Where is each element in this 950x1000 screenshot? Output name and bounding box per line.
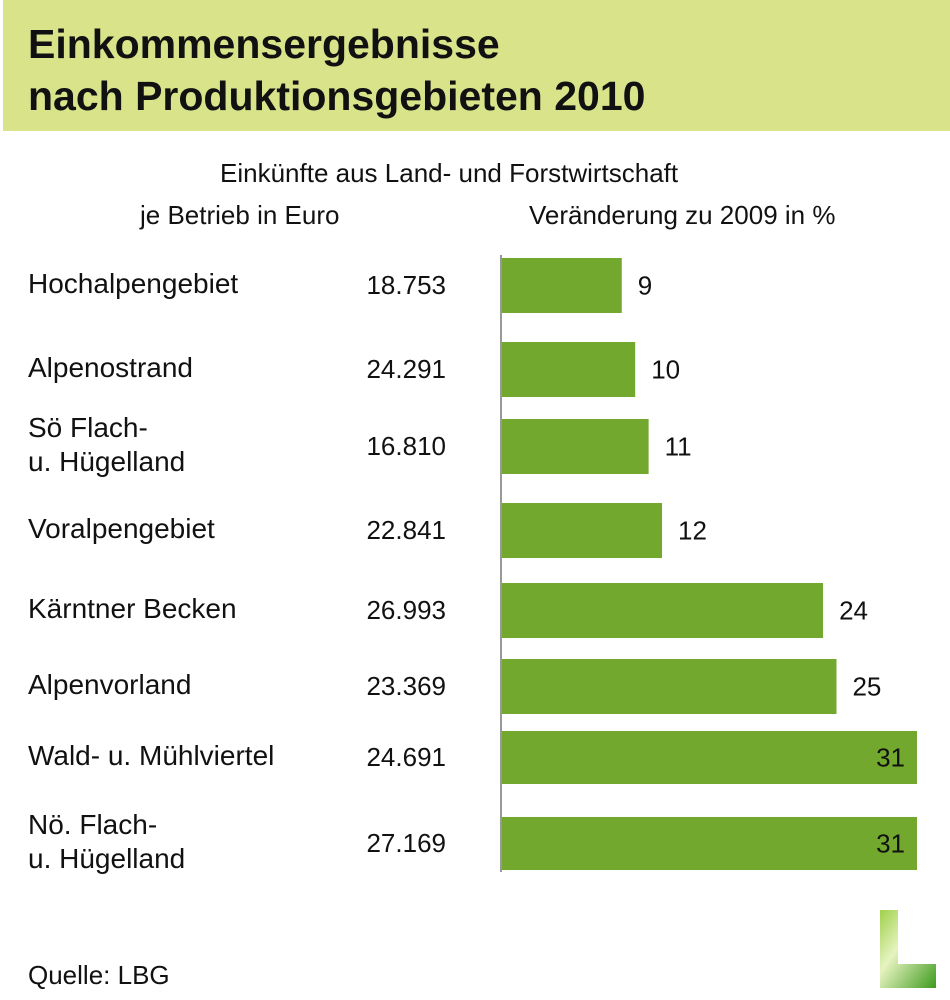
category-label-line: Voralpengebiet xyxy=(28,512,215,544)
bar xyxy=(502,342,636,397)
bar xyxy=(502,817,917,870)
category-label-line: u. Hügelland xyxy=(28,842,186,874)
title-band xyxy=(3,0,950,131)
category-label: Sö Flach-u. Hügelland xyxy=(28,411,185,479)
bar-value-label: 24 xyxy=(839,596,868,626)
bar xyxy=(502,419,649,474)
income-value: 24.291 xyxy=(366,353,446,384)
bar xyxy=(502,258,622,313)
category-label-line: u. Hügelland xyxy=(28,445,186,477)
bar-value-label: 11 xyxy=(665,432,692,462)
income-value: 18.753 xyxy=(366,269,446,300)
category-label: Alpenostrand xyxy=(28,351,193,385)
category-label-line: Sö Flach- xyxy=(28,411,148,443)
source-note: Quelle: LBG xyxy=(28,960,170,990)
bar xyxy=(502,731,917,784)
income-value: 26.993 xyxy=(366,594,446,625)
category-label: Nö. Flach-u. Hügelland xyxy=(28,808,185,876)
chart-title: Einkommensergebnisse nach Produktionsgebi… xyxy=(28,21,646,119)
category-label: Alpenvorland xyxy=(28,668,191,702)
category-label-line: Nö. Flach- xyxy=(28,808,158,840)
bar-value-label: 10 xyxy=(651,355,680,385)
income-value: 23.369 xyxy=(366,670,446,701)
category-label-line: Kärntner Becken xyxy=(28,592,237,624)
bar xyxy=(502,659,837,714)
bar-value-label: 25 xyxy=(852,672,881,702)
category-label: Hochalpengebiet xyxy=(28,267,238,301)
bar xyxy=(502,583,824,638)
logo-l-icon xyxy=(880,910,936,988)
income-value: 24.691 xyxy=(366,741,446,772)
category-label: Kärntner Becken xyxy=(28,592,237,626)
category-label: Wald- u. Mühlviertel xyxy=(28,739,274,773)
bar-value-label: 31 xyxy=(876,829,905,859)
income-value: 16.810 xyxy=(366,430,446,461)
change-column-header: Veränderung zu 2009 in % xyxy=(529,200,836,230)
income-value: 22.841 xyxy=(366,514,446,545)
chart-subtitle: Einkünfte aus Land- und Forstwirtschaft xyxy=(220,158,679,188)
bar-value-label: 12 xyxy=(678,516,707,546)
income-column-header: je Betrieb in Euro xyxy=(140,200,340,230)
bar-value-label: 9 xyxy=(638,271,652,301)
bar-value-label: 31 xyxy=(876,743,905,773)
category-label-line: Alpenvorland xyxy=(28,668,192,700)
bar xyxy=(502,503,663,558)
category-label-line: Hochalpengebiet xyxy=(28,267,239,299)
category-label-line: Alpenostrand xyxy=(28,351,194,383)
income-value: 27.169 xyxy=(366,827,446,858)
category-label-line: Wald- u. Mühlviertel xyxy=(28,739,275,771)
category-label: Voralpengebiet xyxy=(28,512,215,546)
